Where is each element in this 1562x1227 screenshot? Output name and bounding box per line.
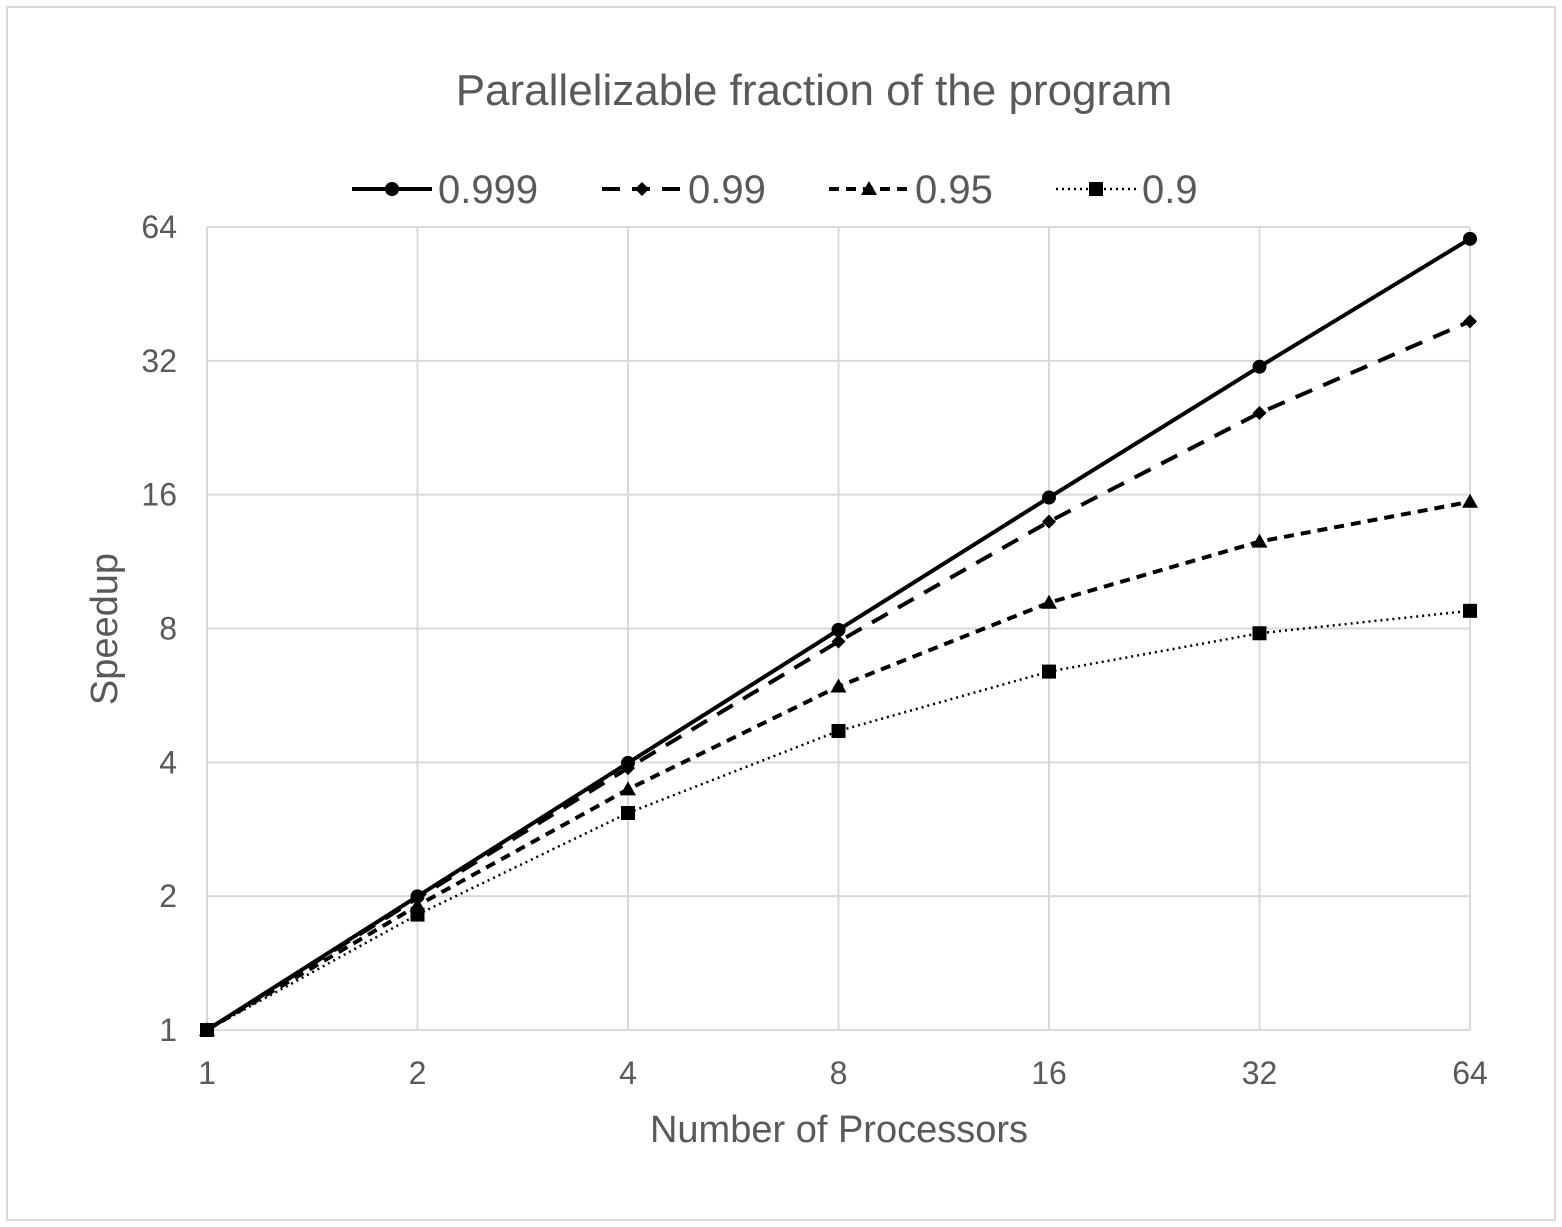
x-tick-label: 8 bbox=[830, 1055, 848, 1091]
y-tick-label: 32 bbox=[141, 343, 177, 379]
chart-title: Parallelizable fraction of the program bbox=[456, 66, 1173, 115]
y-tick-label: 2 bbox=[159, 878, 177, 914]
data-point-diamond bbox=[1252, 405, 1267, 420]
data-point-square bbox=[1042, 664, 1056, 679]
data-point-square bbox=[1463, 603, 1477, 618]
data-point-square bbox=[621, 805, 635, 820]
x-axis-label: Number of Processors bbox=[650, 1109, 1028, 1151]
x-tick-label: 1 bbox=[198, 1055, 216, 1091]
chart-frame bbox=[6, 6, 1556, 1221]
y-axis-label: Speedup bbox=[84, 553, 126, 705]
series-layer bbox=[199, 231, 1478, 1037]
x-tick-label: 64 bbox=[1452, 1055, 1488, 1091]
data-point-square bbox=[410, 907, 425, 922]
data-point-triangle bbox=[1251, 533, 1268, 548]
legend-marker-triangle bbox=[861, 181, 877, 195]
data-point-triangle bbox=[620, 781, 636, 796]
data-point-circle bbox=[1463, 231, 1477, 246]
y-tick-label: 16 bbox=[141, 477, 177, 513]
data-point-circle bbox=[1252, 359, 1267, 374]
data-point-square bbox=[1252, 626, 1267, 641]
legend-label: 0.99 bbox=[688, 168, 766, 212]
data-point-triangle bbox=[830, 678, 847, 693]
y-tick-label: 8 bbox=[159, 611, 177, 647]
data-point-circle bbox=[1042, 490, 1056, 505]
data-point-diamond bbox=[1463, 314, 1477, 329]
data-point-diamond bbox=[831, 634, 846, 649]
legend-label: 0.95 bbox=[915, 168, 993, 212]
data-point-diamond bbox=[1042, 514, 1056, 529]
x-tick-label: 32 bbox=[1242, 1055, 1278, 1091]
legend-marker-square bbox=[1089, 182, 1103, 196]
y-tick-label: 1 bbox=[159, 1012, 177, 1048]
legend-marker-circle bbox=[385, 182, 399, 196]
y-tick-label: 64 bbox=[141, 209, 177, 245]
y-tick-label: 4 bbox=[159, 744, 177, 780]
legend-marker-diamond bbox=[635, 182, 649, 196]
data-point-diamond bbox=[621, 761, 635, 776]
x-tick-label: 16 bbox=[1031, 1055, 1067, 1091]
x-tick-label: 4 bbox=[619, 1055, 637, 1091]
x-tick-label: 2 bbox=[409, 1055, 427, 1091]
legend-label: 0.999 bbox=[438, 168, 538, 212]
data-point-triangle bbox=[1041, 594, 1057, 609]
legend-label: 0.9 bbox=[1142, 168, 1198, 212]
data-point-triangle bbox=[1462, 493, 1478, 508]
data-point-circle bbox=[831, 622, 846, 637]
tick-labels: 1 2 4 8 16 32 64 1 2 4 8 16 32 64 bbox=[141, 209, 1487, 1091]
data-point-square bbox=[200, 1023, 214, 1037]
legend: 0.999 0.99 0.95 0.9 bbox=[352, 168, 1198, 212]
data-point-square bbox=[831, 723, 846, 738]
